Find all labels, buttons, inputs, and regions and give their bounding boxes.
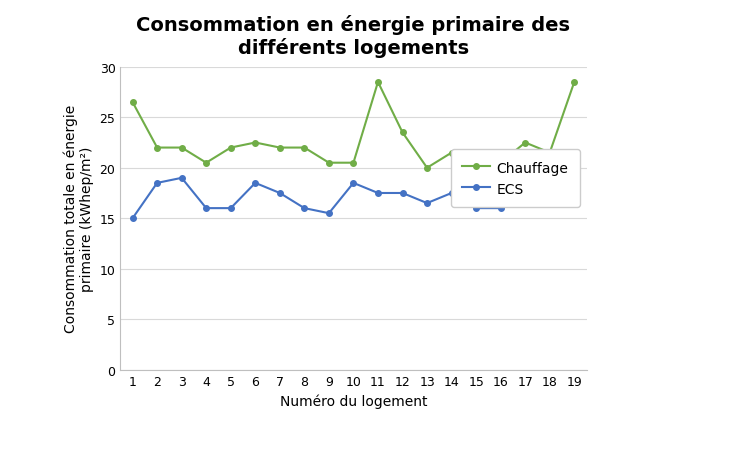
Chauffage [398,130,407,136]
Chauffage [423,166,432,171]
ECS [177,176,186,181]
Chauffage [496,161,505,166]
ECS [545,186,554,191]
Chauffage [349,161,358,166]
Chauffage [226,146,235,151]
ECS [570,191,579,196]
ECS [447,191,456,196]
Y-axis label: Consommation totale en énergie
primaire (kWhep/m²): Consommation totale en énergie primaire … [63,105,94,332]
Line: ECS: ECS [130,176,577,221]
ECS [520,186,529,191]
ECS [128,216,137,221]
ECS [398,191,407,196]
Chauffage [177,146,186,151]
ECS [250,181,259,186]
ECS [275,191,284,196]
ECS [300,206,309,212]
Chauffage [472,151,481,156]
ECS [496,206,505,212]
Chauffage [275,146,284,151]
Chauffage [250,141,259,146]
ECS [374,191,383,196]
Legend: Chauffage, ECS: Chauffage, ECS [450,150,580,207]
ECS [202,206,211,212]
Chauffage [545,151,554,156]
Line: Chauffage: Chauffage [130,80,577,171]
ECS [324,211,333,216]
ECS [423,201,432,207]
X-axis label: Numéro du logement: Numéro du logement [280,393,427,408]
Chauffage [447,151,456,156]
ECS [226,206,235,212]
Chauffage [153,146,162,151]
Chauffage [202,161,211,166]
ECS [349,181,358,186]
ECS [472,206,481,212]
Chauffage [128,100,137,106]
Chauffage [374,80,383,86]
Chauffage [324,161,333,166]
ECS [153,181,162,186]
Chauffage [570,80,579,86]
Chauffage [300,146,309,151]
Title: Consommation en énergie primaire des
différents logements: Consommation en énergie primaire des dif… [136,15,571,58]
Chauffage [520,141,529,146]
